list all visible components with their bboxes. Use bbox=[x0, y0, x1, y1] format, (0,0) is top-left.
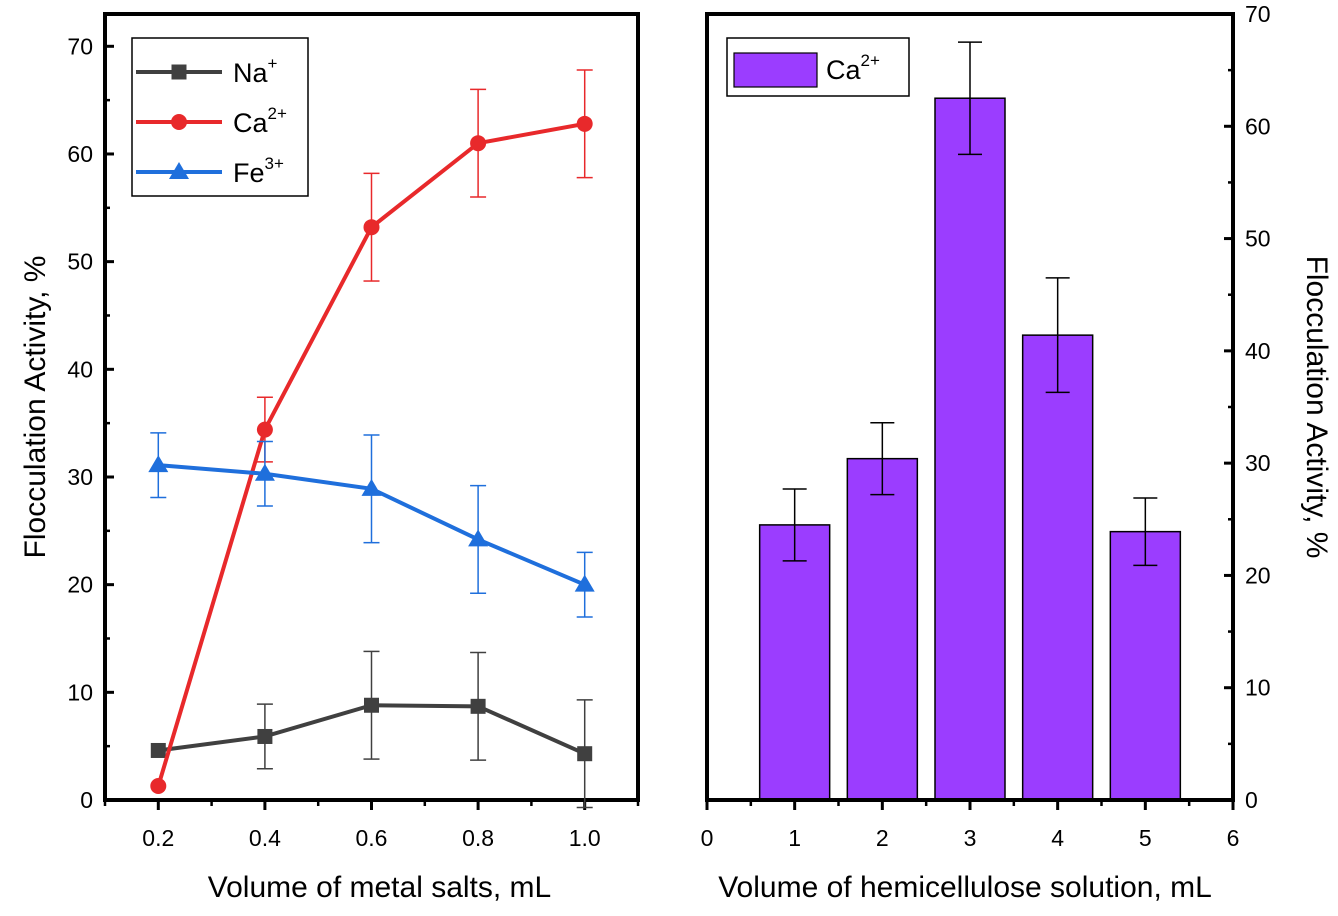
data-point bbox=[576, 115, 593, 132]
y-tick-label: 50 bbox=[67, 249, 93, 275]
bar-2 bbox=[846, 457, 919, 801]
data-point bbox=[150, 778, 167, 795]
y-tick-label: 20 bbox=[1245, 562, 1271, 588]
x-tick-label: 1.0 bbox=[569, 825, 601, 851]
x-tick-label: 0.8 bbox=[462, 825, 494, 851]
legend-charge: + bbox=[268, 54, 278, 73]
y-axis-title: Flocculation Activity, % bbox=[19, 256, 52, 559]
data-point bbox=[363, 219, 380, 236]
data-point bbox=[361, 478, 382, 496]
data-point bbox=[150, 742, 166, 758]
legend-ion: Na bbox=[233, 58, 268, 88]
y-tick-label: 60 bbox=[1245, 113, 1271, 139]
x-tick-label: 6 bbox=[1227, 825, 1240, 851]
data-point bbox=[364, 697, 379, 713]
data-point bbox=[468, 529, 489, 547]
y-axis-title: Flocculation Activity, % bbox=[1300, 256, 1333, 559]
legend-label: Fe3+ bbox=[233, 154, 284, 188]
x-tick-label: 0.2 bbox=[142, 825, 174, 851]
legend-marker bbox=[171, 114, 187, 130]
series-ca bbox=[150, 69, 593, 795]
x-tick-label: 3 bbox=[964, 825, 977, 851]
legend-charge: 3+ bbox=[265, 154, 284, 173]
y-tick-label: 10 bbox=[67, 679, 93, 705]
y-tick-label: 0 bbox=[80, 787, 93, 813]
data-point bbox=[470, 135, 487, 152]
legend-swatch bbox=[733, 52, 818, 88]
legend-marker bbox=[169, 162, 189, 179]
y-tick-label: 20 bbox=[67, 572, 93, 598]
legend-ion: Ca bbox=[233, 108, 268, 138]
legend-label: Ca2+ bbox=[826, 51, 880, 85]
flocculation-vs-metal-salts-chart: 0 10 20 30 40 50 60 70 0.2 0.4 0.6 0.8 1.0 Volume of … bbox=[19, 12, 640, 904]
legend-label: Ca2+ bbox=[233, 104, 287, 138]
legend-charge: 2+ bbox=[268, 104, 287, 123]
legend-label: Na+ bbox=[233, 54, 278, 88]
legend-charge: 2+ bbox=[861, 51, 880, 70]
flocculation-vs-hemicellulose-chart: 0 10 20 30 40 50 60 70 0 1 2 3 4 5 6 Volume of hemicell… bbox=[701, 1, 1333, 904]
data-point bbox=[256, 421, 273, 438]
data-point bbox=[470, 698, 486, 714]
bar-4 bbox=[1021, 334, 1094, 801]
x-tick-label: 0.4 bbox=[249, 825, 281, 851]
legend-marker bbox=[171, 64, 187, 80]
bar-3 bbox=[934, 97, 1006, 801]
x-tick-label: 4 bbox=[1051, 825, 1064, 851]
x-tick-label: 5 bbox=[1139, 825, 1152, 851]
data-point bbox=[254, 463, 275, 481]
y-tick-label: 40 bbox=[67, 356, 93, 382]
y-tick-label: 60 bbox=[67, 141, 93, 167]
data-point bbox=[577, 746, 593, 762]
bar-1 bbox=[758, 524, 831, 801]
data-point bbox=[257, 728, 273, 744]
legend: Ca2+ bbox=[726, 37, 910, 97]
x-axis-title: Volume of metal salts, mL bbox=[208, 871, 551, 904]
y-tick-label: 70 bbox=[67, 33, 93, 59]
x-tick-label: 0.6 bbox=[356, 825, 388, 851]
data-point bbox=[574, 574, 595, 592]
y-tick-label: 70 bbox=[1245, 1, 1271, 27]
y-tick-label: 30 bbox=[67, 464, 93, 490]
y-tick-label: 50 bbox=[1245, 226, 1271, 252]
legend-ion: Fe bbox=[233, 158, 265, 188]
x-tick-label: 0 bbox=[701, 825, 714, 851]
y-tick-label: 30 bbox=[1245, 450, 1271, 476]
y-tick-label: 0 bbox=[1245, 787, 1258, 813]
x-axis-title: Volume of hemicellulose solution, mL bbox=[718, 871, 1212, 904]
series-na bbox=[150, 650, 593, 809]
legend-box bbox=[131, 37, 309, 197]
y-tick-label: 10 bbox=[1245, 675, 1271, 701]
x-tick-label: 2 bbox=[876, 825, 889, 851]
legend-ion: Ca bbox=[826, 55, 861, 85]
x-tick-label: 1 bbox=[788, 825, 801, 851]
y-tick-label: 40 bbox=[1245, 338, 1271, 364]
data-point bbox=[148, 455, 169, 473]
series-fe bbox=[148, 432, 595, 618]
legend: Na+ Ca2+ Fe3+ bbox=[131, 37, 309, 197]
bar-5 bbox=[1109, 530, 1182, 801]
